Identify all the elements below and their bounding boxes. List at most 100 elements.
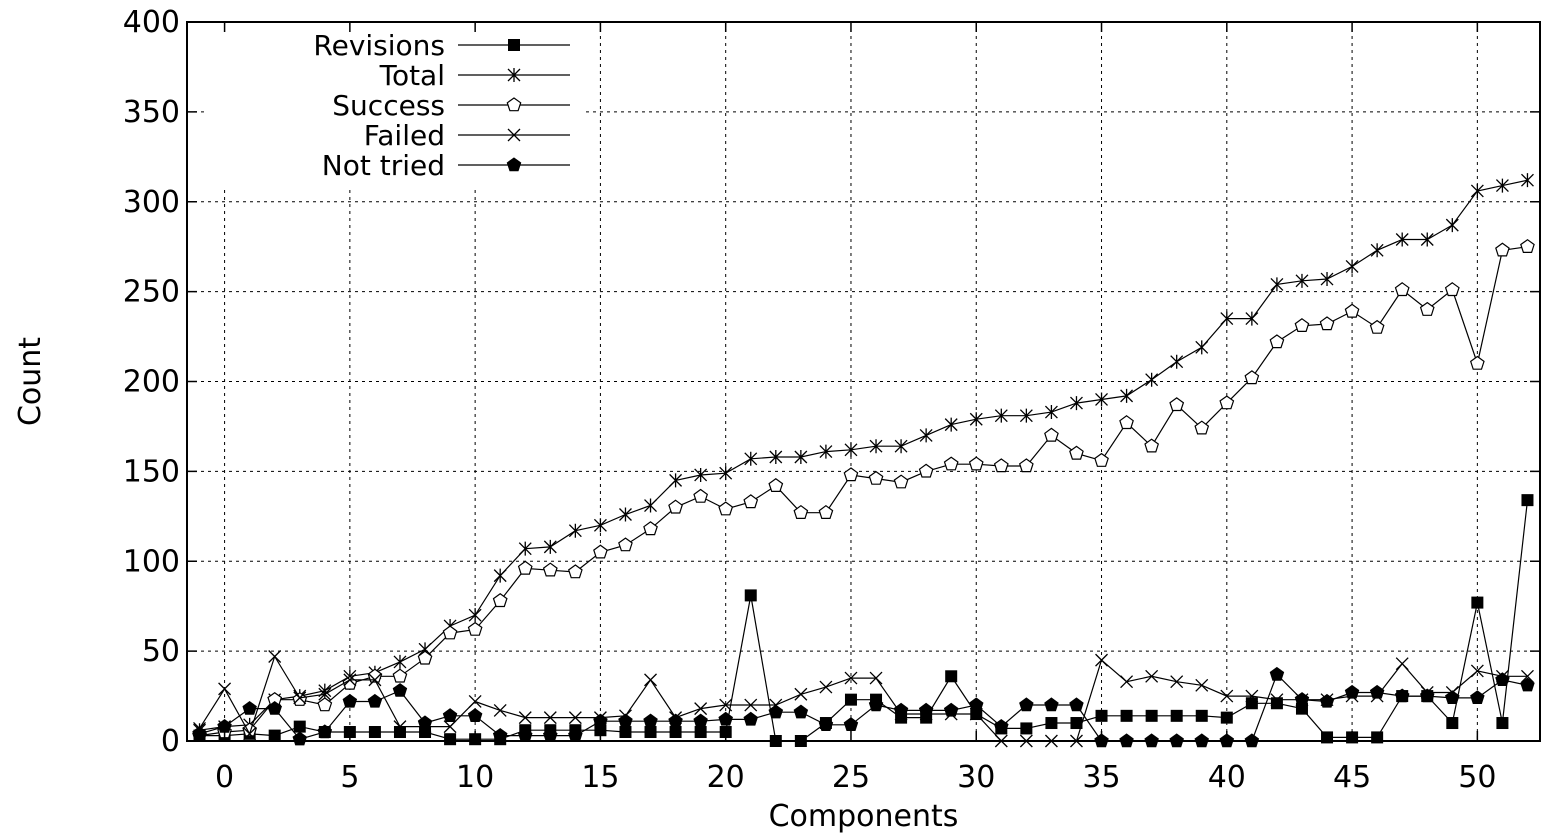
- data-point: [1070, 717, 1083, 730]
- plot-area: [192, 173, 1535, 748]
- data-point: [417, 715, 433, 730]
- data-point: [694, 726, 707, 739]
- data-point: [1019, 408, 1033, 423]
- series-total: [193, 173, 1534, 738]
- data-point: [393, 726, 406, 739]
- data-point: [1120, 675, 1134, 689]
- data-point: [793, 504, 809, 520]
- data-point: [818, 717, 834, 731]
- data-point: [444, 733, 457, 746]
- data-point: [1345, 259, 1359, 274]
- data-point: [644, 726, 657, 739]
- legend-label: Success: [332, 89, 445, 122]
- x-tick-label: 15: [581, 760, 619, 795]
- series-line: [199, 179, 1528, 731]
- data-point: [1020, 722, 1033, 735]
- data-point: [342, 693, 358, 708]
- data-point: [1220, 689, 1234, 703]
- data-point: [693, 713, 708, 728]
- x-tick-label: 0: [215, 760, 234, 795]
- data-point: [693, 488, 709, 503]
- data-point: [644, 673, 657, 687]
- data-point: [268, 729, 281, 742]
- data-point: [1495, 178, 1509, 193]
- x-tick-label: 45: [1333, 760, 1371, 795]
- data-point: [1195, 709, 1208, 722]
- legend-entry: Revisions: [313, 29, 570, 62]
- data-point: [368, 726, 381, 739]
- data-point: [993, 458, 1009, 473]
- data-point: [1470, 664, 1484, 678]
- data-point: [317, 697, 333, 712]
- legend-entry: Not tried: [322, 149, 570, 182]
- data-point: [1145, 709, 1158, 722]
- y-tick-label: 250: [123, 275, 180, 310]
- x-tick-label: 20: [707, 760, 745, 795]
- data-point: [1070, 396, 1083, 411]
- data-point: [1470, 183, 1484, 198]
- data-point: [1044, 405, 1058, 420]
- data-point: [743, 494, 759, 509]
- data-point: [793, 704, 809, 719]
- data-point: [1521, 669, 1534, 683]
- data-point: [818, 504, 834, 520]
- y-tick-label: 50: [142, 634, 180, 669]
- legend-marker: [507, 68, 521, 82]
- data-point: [343, 673, 357, 687]
- data-point: [869, 671, 883, 685]
- data-point: [1245, 311, 1259, 326]
- series-success: [192, 238, 1535, 742]
- data-point: [1145, 372, 1159, 387]
- data-point: [367, 693, 383, 708]
- data-point: [1344, 303, 1360, 318]
- data-point: [868, 697, 884, 712]
- data-point: [1270, 693, 1284, 707]
- data-point: [392, 683, 408, 697]
- x-tick-label: 10: [456, 760, 494, 795]
- data-point: [1469, 355, 1485, 370]
- data-point: [1069, 445, 1084, 460]
- data-point: [1269, 334, 1285, 349]
- data-point: [669, 473, 683, 488]
- data-point: [943, 456, 959, 471]
- data-point: [618, 537, 633, 552]
- series-not-tried: [192, 666, 1535, 748]
- legend-marker: [506, 157, 522, 172]
- data-point: [593, 518, 607, 533]
- data-point: [218, 682, 232, 696]
- data-point: [1520, 238, 1535, 253]
- data-point: [819, 680, 833, 694]
- data-point: [1471, 596, 1484, 609]
- y-tick-label: 100: [123, 544, 180, 579]
- data-point: [945, 670, 958, 683]
- data-point: [1495, 672, 1510, 686]
- data-point: [392, 668, 408, 683]
- series-revisions: [193, 494, 1534, 747]
- data-point: [1520, 677, 1535, 692]
- data-point: [467, 621, 483, 636]
- data-point: [1445, 218, 1459, 233]
- data-point: [1319, 316, 1335, 331]
- data-point: [1294, 318, 1310, 332]
- data-point: [1369, 319, 1385, 334]
- data-point: [918, 702, 934, 717]
- data-point: [492, 593, 508, 608]
- data-point: [769, 449, 783, 464]
- data-point: [844, 671, 858, 685]
- data-point: [768, 704, 784, 719]
- data-point: [718, 501, 734, 516]
- data-point: [1370, 243, 1384, 258]
- data-point: [768, 478, 784, 492]
- data-point: [719, 698, 733, 712]
- legend-marker: [508, 39, 520, 51]
- data-point: [1270, 277, 1284, 292]
- data-point: [567, 564, 583, 579]
- data-point: [643, 713, 658, 728]
- data-point: [1295, 273, 1309, 288]
- data-point: [969, 697, 984, 712]
- data-point: [618, 713, 633, 728]
- data-point: [1045, 717, 1058, 730]
- data-point: [643, 521, 658, 536]
- data-point: [1170, 675, 1184, 689]
- data-point: [1521, 173, 1534, 188]
